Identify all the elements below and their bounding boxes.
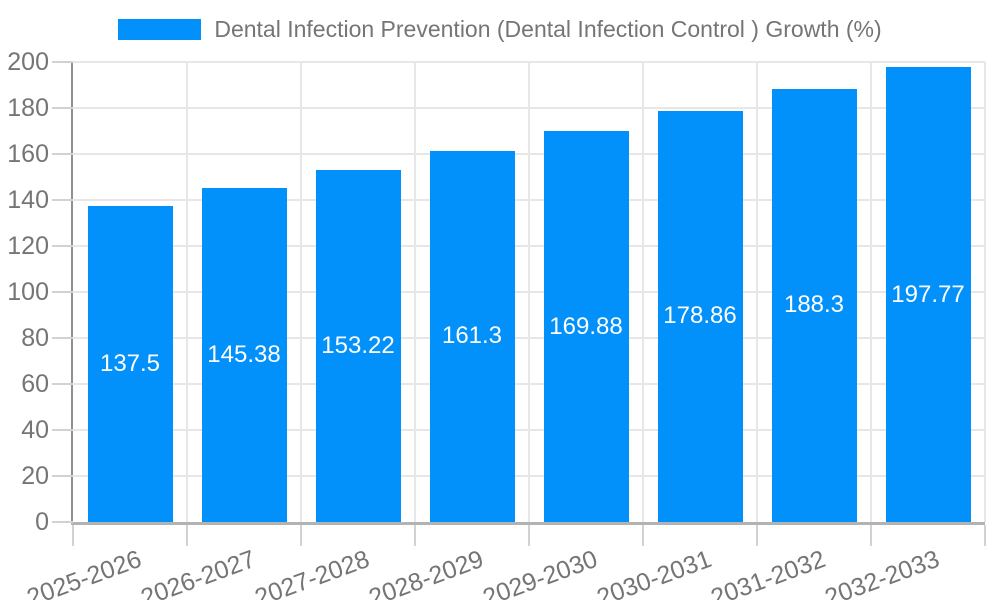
- x-tick-mark: [756, 525, 758, 546]
- y-tick-mark: [52, 475, 73, 477]
- bar-value-label: 153.22: [321, 331, 395, 359]
- x-tick-mark: [300, 525, 302, 546]
- plot-area: 0 20 40 60 80 100 120 140 160 180 200 137.5 2025-202…: [7, 48, 986, 600]
- y-axis-label: 60: [21, 370, 49, 398]
- y-tick-mark: [52, 383, 73, 385]
- y-tick-mark: [52, 429, 73, 431]
- bar[interactable]: 137.5: [87, 205, 173, 522]
- y-tick-mark: [52, 245, 73, 247]
- legend: Dental Infection Prevention (Dental Infe…: [0, 16, 1000, 43]
- bar-value-label: 197.77: [891, 280, 965, 308]
- x-axis-label: 2026-2027: [137, 545, 260, 600]
- v-gridline: [300, 62, 302, 522]
- bar[interactable]: 197.77: [885, 67, 971, 522]
- legend-swatch-icon: [118, 19, 202, 40]
- y-tick-mark: [52, 199, 73, 201]
- x-tick-mark: [642, 525, 644, 546]
- x-axis-label: 2032-2033: [821, 545, 944, 600]
- bar-value-label: 188.3: [783, 291, 845, 319]
- y-tick-mark: [52, 61, 73, 64]
- bar-value-label: 137.5: [99, 349, 161, 377]
- v-gridline: [528, 62, 530, 522]
- y-axis-label: 100: [7, 278, 49, 306]
- y-axis-label: 140: [7, 186, 49, 214]
- y-axis-label: 40: [21, 416, 49, 444]
- x-tick-mark: [870, 525, 872, 546]
- x-axis-label: 2028-2029: [365, 545, 488, 600]
- v-gridline: [186, 62, 188, 522]
- y-axis-line: [71, 62, 73, 525]
- x-tick-mark: [72, 525, 74, 546]
- y-tick-mark: [52, 107, 73, 109]
- legend-item[interactable]: Dental Infection Prevention (Dental Infe…: [118, 16, 882, 43]
- v-gridline: [414, 62, 416, 522]
- y-tick-mark: [52, 153, 73, 155]
- x-tick-mark: [528, 525, 530, 546]
- y-axis-label: 80: [21, 324, 49, 352]
- y-tick-mark: [52, 291, 73, 293]
- y-axis-label: 20: [21, 462, 49, 490]
- x-axis-label: 2029-2030: [479, 545, 602, 600]
- v-gridline: [984, 62, 986, 522]
- bar[interactable]: 161.3: [429, 151, 515, 522]
- x-axis-label: 2027-2028: [251, 545, 374, 600]
- y-tick-mark: [52, 337, 73, 339]
- legend-label: Dental Infection Prevention (Dental Infe…: [214, 16, 882, 42]
- bar-value-label: 161.3: [441, 322, 503, 350]
- x-tick-mark: [414, 525, 416, 546]
- x-axis-label: 2030-2031: [593, 545, 716, 600]
- bar-value-label: 145.38: [207, 340, 281, 368]
- x-tick-mark: [186, 525, 188, 546]
- y-axis-label: 120: [7, 232, 49, 260]
- y-axis-label: 180: [7, 94, 49, 122]
- y-tick-mark: [52, 521, 73, 523]
- bar[interactable]: 178.86: [657, 110, 743, 522]
- x-tick-mark: [984, 525, 986, 546]
- v-gridline: [870, 62, 872, 522]
- bar[interactable]: 169.88: [543, 131, 629, 522]
- y-axis-label: 0: [35, 508, 49, 536]
- x-axis-line: [71, 522, 985, 525]
- bar[interactable]: 188.3: [771, 88, 857, 522]
- v-gridline: [756, 62, 758, 522]
- bar[interactable]: 145.38: [201, 187, 287, 522]
- v-gridline: [642, 62, 644, 522]
- y-axis-label: 200: [7, 48, 49, 76]
- x-axis-label: 2031-2032: [707, 545, 830, 600]
- bar-value-label: 178.86: [663, 302, 737, 330]
- y-axis-label: 160: [7, 140, 49, 168]
- bar[interactable]: 153.22: [315, 169, 401, 522]
- x-axis-label: 2025-2026: [23, 545, 146, 600]
- bar-value-label: 169.88: [549, 312, 623, 340]
